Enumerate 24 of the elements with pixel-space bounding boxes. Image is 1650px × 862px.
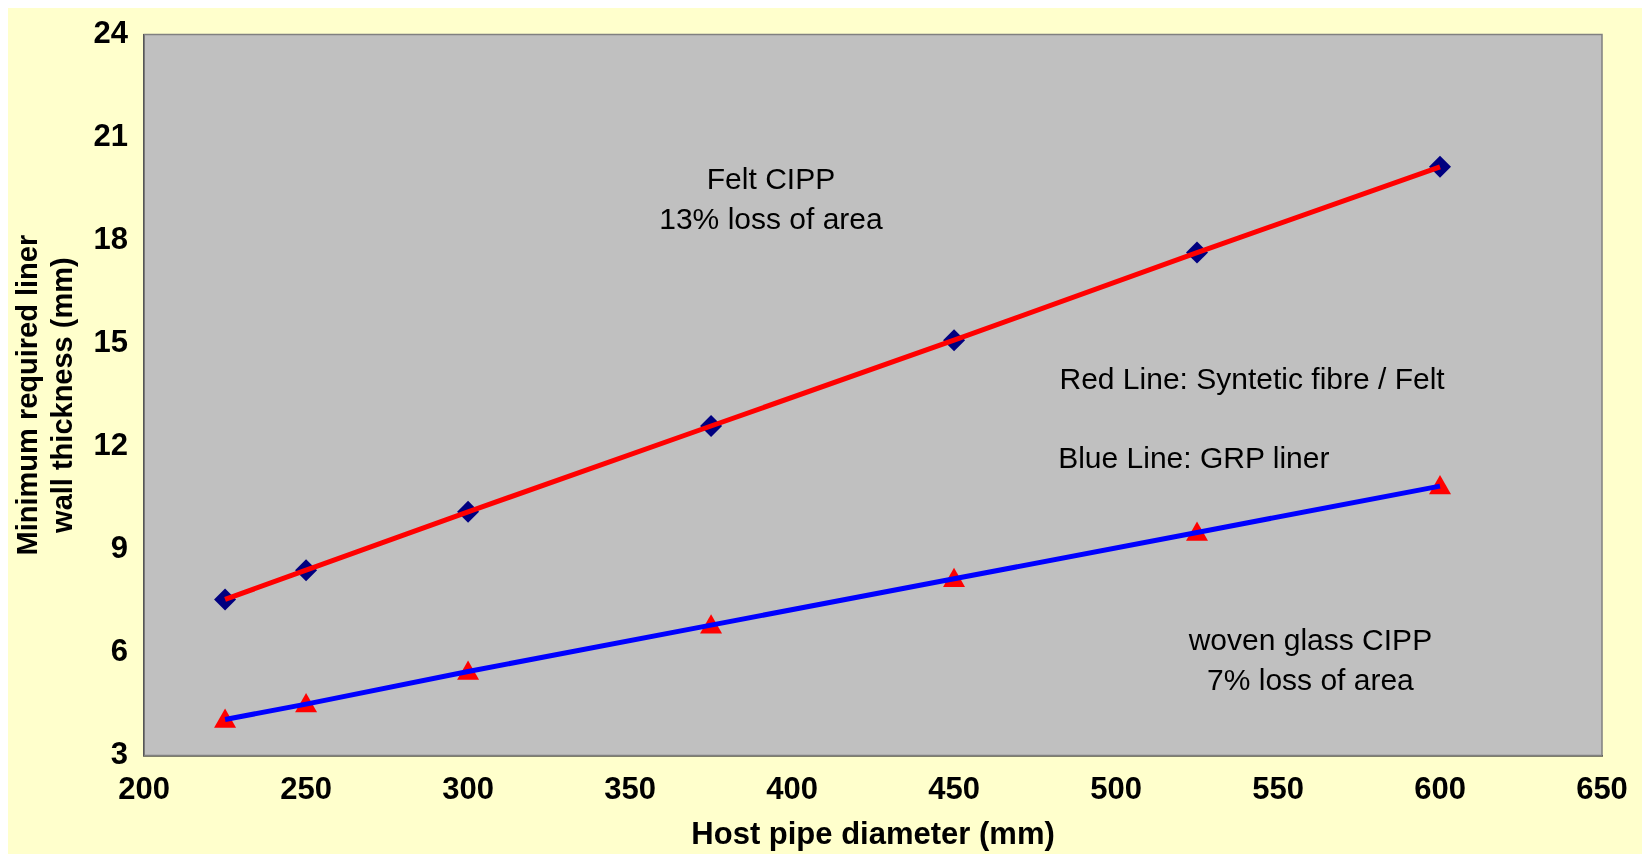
x-tick-label: 650 bbox=[1576, 770, 1628, 806]
x-tick-label: 450 bbox=[928, 770, 980, 806]
annotation: Blue Line: GRP liner bbox=[1058, 441, 1330, 475]
x-tick-label: 300 bbox=[442, 770, 494, 806]
x-tick-label: 550 bbox=[1252, 770, 1304, 806]
x-tick-label: 350 bbox=[604, 770, 656, 806]
y-tick-label: 9 bbox=[110, 530, 129, 566]
x-tick-label: 500 bbox=[1090, 770, 1142, 806]
annotation: Red Line: Syntetic fibre / Felt bbox=[1059, 361, 1446, 395]
x-tick-label: 200 bbox=[118, 770, 170, 806]
x-axis-title: Host pipe diameter (mm) bbox=[691, 815, 1055, 851]
x-tick-label: 250 bbox=[280, 770, 332, 806]
y-tick-label: 3 bbox=[110, 736, 129, 772]
y-axis-title: Minimum required liner wall thickness (mm) bbox=[11, 234, 79, 556]
y-tick-label: 24 bbox=[93, 15, 129, 51]
y-tick-label: 6 bbox=[110, 633, 129, 669]
y-tick-label: 21 bbox=[93, 118, 129, 154]
annotation: Felt CIPP 13% loss of area bbox=[659, 161, 884, 235]
x-tick-label: 400 bbox=[766, 770, 818, 806]
annotation: woven glass CIPP 7% loss of area bbox=[1187, 623, 1433, 697]
y-tick-label: 15 bbox=[93, 324, 129, 360]
y-tick-label: 18 bbox=[93, 221, 129, 257]
x-tick-label: 600 bbox=[1414, 770, 1466, 806]
y-tick-label: 12 bbox=[93, 427, 129, 463]
